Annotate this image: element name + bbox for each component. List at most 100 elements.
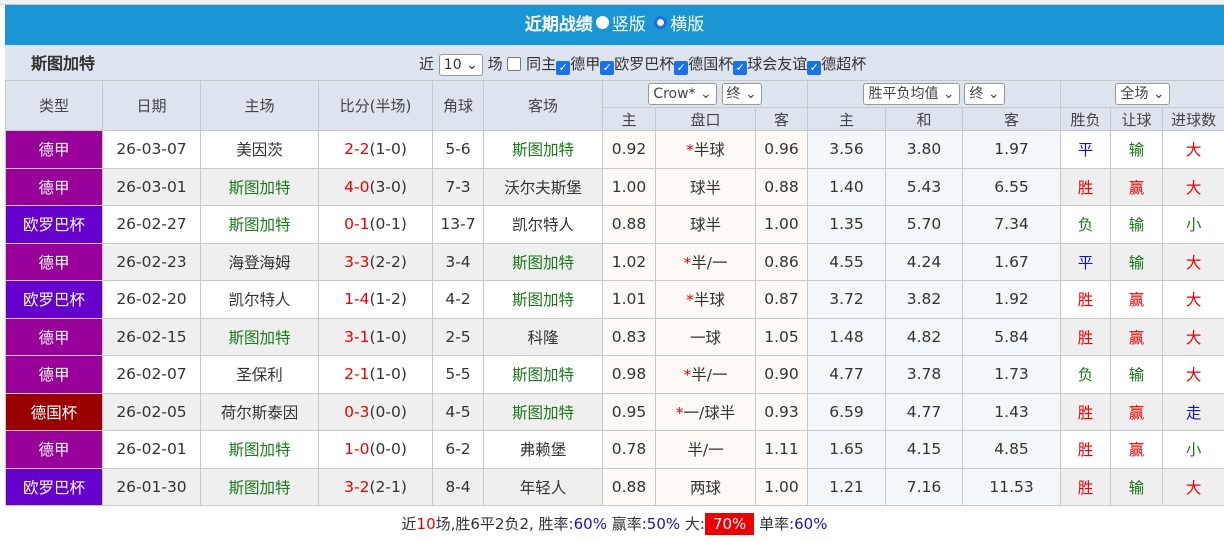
header-type: 类型 [6, 81, 103, 131]
table-row[interactable]: 欧罗巴杯 26-01-30 斯图加特 3-2(2-1) 8-4 年轻人 0.88… [6, 468, 1224, 506]
header-score: 比分(半场) [319, 81, 433, 131]
away-team[interactable]: 沃尔夫斯堡 [484, 168, 603, 206]
euro-final-select[interactable]: 终 ⌄ [964, 83, 1004, 105]
goals-result: 大 [1163, 243, 1224, 281]
table-row[interactable]: 德甲 26-03-07 美因茨 2-2(1-0) 5-6 斯图加特 0.92 *… [6, 131, 1224, 169]
full-score: 2-2 [344, 140, 369, 158]
away-team[interactable]: 年轻人 [484, 468, 603, 506]
table-row[interactable]: 德国杯 26-02-05 荷尔斯泰因 0-3(0-0) 4-5 斯图加特 0.9… [6, 393, 1224, 431]
home-team[interactable]: 斯图加特 [201, 468, 319, 506]
table-row[interactable]: 欧罗巴杯 26-02-20 凯尔特人 1-4(1-2) 4-2 斯图加特 1.0… [6, 281, 1224, 319]
home-team[interactable]: 斯图加特 [201, 168, 319, 206]
score[interactable]: 0-1(0-1) [319, 206, 433, 244]
score[interactable]: 1-0(0-0) [319, 431, 433, 469]
score[interactable]: 3-1(1-0) [319, 318, 433, 356]
table-row[interactable]: 德甲 26-02-15 斯图加特 3-1(1-0) 2-5 科隆 0.83 一球… [6, 318, 1224, 356]
vertical-label: 竖版 [612, 15, 646, 35]
home-team[interactable]: 斯图加特 [201, 318, 319, 356]
home-team[interactable]: 凯尔特人 [201, 281, 319, 319]
table-row[interactable]: 德甲 26-02-01 斯图加特 1-0(0-0) 6-2 弗赖堡 0.78 半… [6, 431, 1224, 469]
score[interactable]: 2-2(1-0) [319, 131, 433, 169]
away-team[interactable]: 斯图加特 [484, 356, 603, 394]
table-row[interactable]: 德甲 26-02-07 圣保利 2-1(1-0) 5-5 斯图加特 0.98 *… [6, 356, 1224, 394]
half-score: (1-0) [369, 365, 406, 383]
euro-draw-odds: 4.82 [886, 318, 963, 356]
score[interactable]: 1-4(1-2) [319, 281, 433, 319]
table-row[interactable]: 欧罗巴杯 26-02-27 斯图加特 0-1(0-1) 13-7 凯尔特人 0.… [6, 206, 1224, 244]
euro-odds-select[interactable]: 胜平负均值 ⌄ [863, 83, 959, 105]
half-score: (2-2) [369, 253, 406, 271]
score[interactable]: 3-3(2-2) [319, 243, 433, 281]
company-select[interactable]: Crow* ⌄ [648, 83, 716, 105]
away-team[interactable]: 斯图加特 [484, 243, 603, 281]
corners: 4-5 [433, 393, 484, 431]
corners: 8-4 [433, 468, 484, 506]
euro-draw-odds: 5.70 [886, 206, 963, 244]
league-checkbox[interactable]: ✓ [674, 61, 688, 75]
euro-home-odds: 3.56 [808, 131, 886, 169]
header-away: 客场 [484, 81, 603, 131]
period-select[interactable]: 全场 ⌄ [1115, 83, 1169, 105]
table-row[interactable]: 德甲 26-02-23 海登海姆 3-3(2-2) 3-4 斯图加特 1.02 … [6, 243, 1224, 281]
euro-draw-odds: 3.80 [886, 131, 963, 169]
goals-result: 小 [1163, 206, 1224, 244]
radio-vertical[interactable] [596, 16, 609, 29]
league-badge: 欧罗巴杯 [6, 281, 103, 319]
home-team[interactable]: 荷尔斯泰因 [201, 393, 319, 431]
corners: 2-5 [433, 318, 484, 356]
match-count-select[interactable]: 10 ⌄ [439, 54, 483, 76]
away-team[interactable]: 斯图加特 [484, 281, 603, 319]
corners: 6-2 [433, 431, 484, 469]
corners: 7-3 [433, 168, 484, 206]
away-team[interactable]: 弗赖堡 [484, 431, 603, 469]
star-mark: * [676, 404, 684, 422]
league-checkbox[interactable]: ✓ [807, 61, 821, 75]
subheader: 胜负 [1061, 108, 1111, 131]
home-team[interactable]: 美因茨 [201, 131, 319, 169]
header-home: 主场 [201, 81, 319, 131]
euro-home-odds: 1.21 [808, 468, 886, 506]
home-team[interactable]: 海登海姆 [201, 243, 319, 281]
league-label: 德超杯 [821, 55, 866, 73]
handicap-result: 赢 [1111, 431, 1163, 469]
euro-draw-odds: 4.24 [886, 243, 963, 281]
full-score: 1-4 [344, 290, 369, 308]
score[interactable]: 3-2(2-1) [319, 468, 433, 506]
radio-horizontal[interactable] [654, 16, 667, 29]
home-team[interactable]: 斯图加特 [201, 206, 319, 244]
league-checkbox[interactable]: ✓ [733, 61, 747, 75]
goals-result: 走 [1163, 393, 1224, 431]
league-badge: 德甲 [6, 431, 103, 469]
score[interactable]: 2-1(1-0) [319, 356, 433, 394]
league-checkbox[interactable]: ✓ [556, 61, 570, 75]
result: 负 [1061, 206, 1111, 244]
half-score: (1-0) [369, 328, 406, 346]
summary-footer: 近10场,胜6平2负2, 胜率:60% 赢率:50% 大:70% 单率:60% [5, 506, 1224, 541]
same-home-checkbox[interactable] [507, 57, 521, 71]
handicap-result: 输 [1111, 468, 1163, 506]
euro-draw-odds: 5.43 [886, 168, 963, 206]
league-checkbox[interactable]: ✓ [600, 61, 614, 75]
team-name: 斯图加特 [31, 45, 95, 83]
away-team[interactable]: 斯图加特 [484, 131, 603, 169]
match-date: 26-02-01 [103, 431, 201, 469]
handicap-final-select[interactable]: 终 ⌄ [722, 83, 762, 105]
half-score: (0-0) [369, 440, 406, 458]
home-team[interactable]: 斯图加特 [201, 431, 319, 469]
home-team[interactable]: 圣保利 [201, 356, 319, 394]
match-date: 26-02-20 [103, 281, 201, 319]
score[interactable]: 0-3(0-0) [319, 393, 433, 431]
euro-value: 胜平负均值 [868, 86, 938, 102]
away-team[interactable]: 科隆 [484, 318, 603, 356]
line-value: 一球 [690, 329, 721, 347]
goals-result: 大 [1163, 168, 1224, 206]
result: 平 [1061, 243, 1111, 281]
euro-draw-odds: 3.82 [886, 281, 963, 319]
match-count-value: 10 [444, 57, 462, 73]
score[interactable]: 4-0(3-0) [319, 168, 433, 206]
away-team[interactable]: 凯尔特人 [484, 206, 603, 244]
table-row[interactable]: 德甲 26-03-01 斯图加特 4-0(3-0) 7-3 沃尔夫斯堡 1.00… [6, 168, 1224, 206]
match-date: 26-01-30 [103, 468, 201, 506]
euro-header: 胜平负均值 ⌄ 终 ⌄ [808, 81, 1061, 108]
away-team[interactable]: 斯图加特 [484, 393, 603, 431]
